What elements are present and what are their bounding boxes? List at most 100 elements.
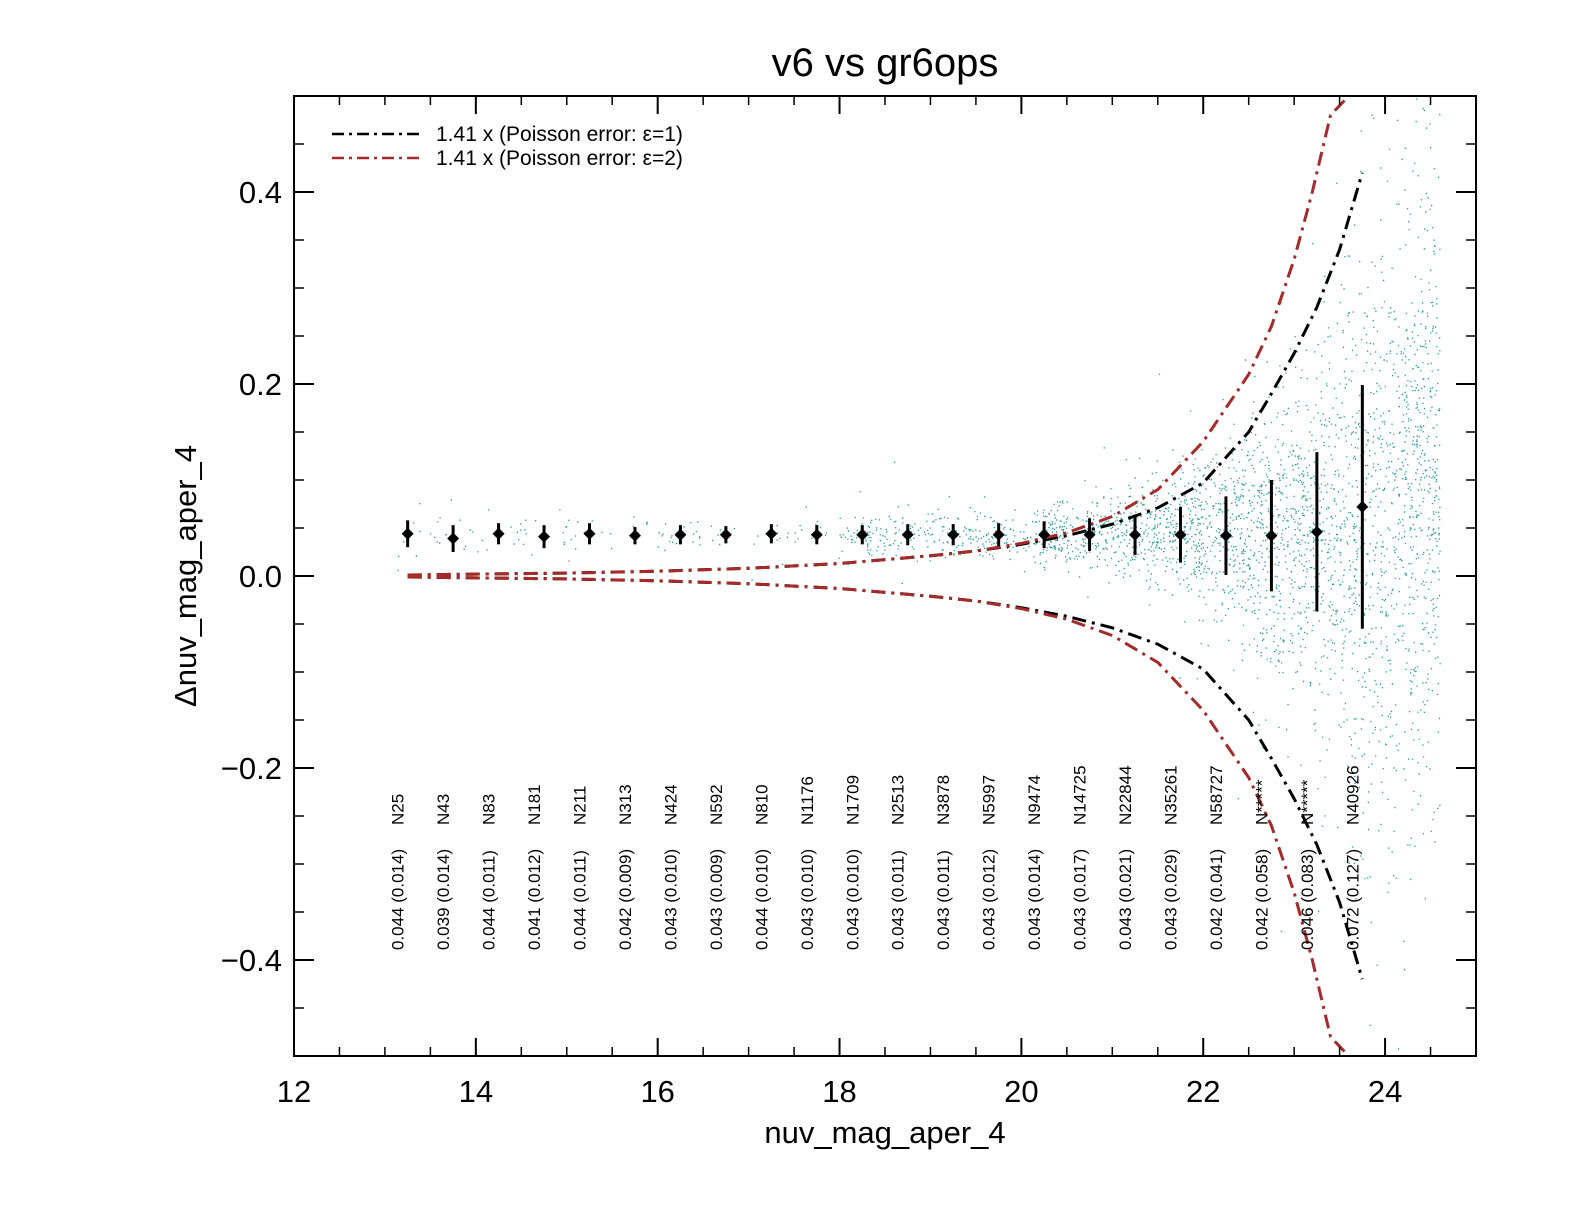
legend: 1.41 x (Poisson error: ε=1)1.41 x (Poiss… xyxy=(332,123,683,170)
y-axis-label: Δnuv_mag_aper_4 xyxy=(168,445,203,707)
diamond-marker xyxy=(1174,528,1187,541)
diamond-marker xyxy=(1038,528,1051,541)
bin-stat-label: 0.039 (0.014) xyxy=(434,849,453,950)
bin-stat-label: 0.043 (0.011) xyxy=(934,850,953,950)
bin-count-label: N1176 xyxy=(798,776,817,825)
diamond-marker xyxy=(583,527,596,540)
y-tick-label: −0.4 xyxy=(221,943,282,978)
bin-stat-label: 0.043 (0.010) xyxy=(843,849,862,950)
legend-label: 1.41 x (Poisson error: ε=1) xyxy=(436,123,683,146)
x-tick-label: 12 xyxy=(277,1074,311,1109)
binned-point xyxy=(538,525,551,549)
bin-stat-label: 0.042 (0.041) xyxy=(1207,849,1226,950)
diamond-marker xyxy=(810,528,823,541)
bin-stat-label: 0.043 (0.014) xyxy=(1025,849,1044,950)
binned-point xyxy=(674,525,687,545)
bin-stat-label: 0.043 (0.009) xyxy=(707,849,726,950)
diamond-marker xyxy=(1356,500,1369,513)
bin-stat-label: 0.044 (0.011) xyxy=(480,850,499,950)
bin-count-label: N5997 xyxy=(980,775,999,825)
diamond-marker xyxy=(447,532,460,545)
x-tick-label: 22 xyxy=(1186,1074,1220,1109)
x-tick-label: 14 xyxy=(459,1074,493,1109)
binned-points xyxy=(401,384,1369,629)
diamond-marker xyxy=(1310,525,1323,538)
binned-point xyxy=(1038,521,1051,549)
bin-stat-label: 0.044 (0.011) xyxy=(571,850,590,950)
bin-count-label: N181 xyxy=(525,784,544,825)
bin-count-label: N3878 xyxy=(934,775,953,825)
bin-count-label: N810 xyxy=(752,784,771,825)
y-tick-label: 0.0 xyxy=(239,559,282,594)
x-tick-label: 18 xyxy=(822,1074,856,1109)
binned-point xyxy=(1083,518,1096,552)
x-tick-label: 16 xyxy=(640,1074,674,1109)
diamond-marker xyxy=(538,530,551,543)
binned-point xyxy=(1310,452,1323,612)
bin-count-label: N211 xyxy=(571,786,590,825)
binned-point xyxy=(810,525,823,545)
diamond-marker xyxy=(1219,529,1232,542)
x-tick-label: 24 xyxy=(1368,1074,1402,1109)
diamond-marker xyxy=(992,528,1005,541)
y-tick-label: 0.2 xyxy=(239,367,282,402)
bin-stat-label: 0.043 (0.017) xyxy=(1071,849,1090,950)
legend-label: 1.41 x (Poisson error: ε=2) xyxy=(436,147,683,170)
binned-point xyxy=(1174,506,1187,563)
poisson-curve-1-lower xyxy=(407,575,1364,980)
chart-title: v6 vs gr6ops xyxy=(772,41,999,85)
poisson-curve-1-upper xyxy=(407,172,1364,577)
axes: 12 14 16 18 20 22 24 −0.4 −0.2 0.0 0.2 0.4 xyxy=(221,95,1477,1109)
bin-count-label: N43 xyxy=(434,794,453,825)
bin-count-label: N58727 xyxy=(1207,765,1226,825)
bin-stat-label: 0.043 (0.029) xyxy=(1162,849,1181,950)
binned-point xyxy=(447,525,460,552)
diamond-marker xyxy=(901,528,914,541)
y-tick-label: −0.2 xyxy=(221,751,282,786)
diamond-marker xyxy=(1083,528,1096,541)
diamond-marker xyxy=(628,529,641,542)
poisson-curves xyxy=(407,94,1364,1058)
bin-stat-label: 0.046 (0.083) xyxy=(1298,849,1317,950)
bin-stat-label: 0.044 (0.014) xyxy=(389,849,408,950)
bin-count-label: N25 xyxy=(389,794,408,825)
bin-stat-label: 0.072 (0.127) xyxy=(1343,849,1362,950)
bin-count-label: N***** xyxy=(1252,779,1271,825)
binned-point xyxy=(492,523,505,545)
bin-count-label: N2513 xyxy=(889,775,908,825)
binned-point xyxy=(719,526,732,544)
binned-point xyxy=(1265,480,1278,592)
binned-point xyxy=(583,523,596,545)
bin-count-label: N313 xyxy=(616,784,635,825)
bin-count-label: N40926 xyxy=(1343,765,1362,825)
bin-count-label: N9474 xyxy=(1025,775,1044,825)
binned-point xyxy=(992,523,1005,547)
bin-count-label: N1709 xyxy=(843,775,862,825)
diamond-marker xyxy=(492,527,505,540)
diamond-marker xyxy=(719,528,732,541)
diamond-marker xyxy=(401,527,414,540)
bin-stat-label: 0.043 (0.010) xyxy=(798,849,817,950)
binned-point xyxy=(901,524,914,546)
bin-stat-label: 0.042 (0.009) xyxy=(616,849,635,950)
binned-point xyxy=(1219,496,1232,576)
bin-count-label: N22844 xyxy=(1116,765,1135,825)
diamond-marker xyxy=(947,528,960,541)
binned-point xyxy=(1356,384,1369,629)
bin-stat-label: 0.043 (0.011) xyxy=(889,850,908,950)
binned-point xyxy=(628,527,641,545)
bin-count-label: N83 xyxy=(480,794,499,825)
bin-count-label: N592 xyxy=(707,784,726,825)
bin-stat-label: 0.042 (0.058) xyxy=(1252,849,1271,950)
bin-stat-label: 0.043 (0.010) xyxy=(661,849,680,950)
bin-stat-label: 0.043 (0.012) xyxy=(980,849,999,950)
diamond-marker xyxy=(765,527,778,540)
diamond-marker xyxy=(674,528,687,541)
binned-point xyxy=(856,525,869,545)
y-tick-label: 0.4 xyxy=(239,175,282,210)
bin-stat-label: 0.043 (0.021) xyxy=(1116,849,1135,950)
diamond-marker xyxy=(856,528,869,541)
bin-labels: 0.044 (0.014) N25 0.039 (0.014) N43 0.044 (0… xyxy=(389,765,1363,950)
bin-count-label: N14725 xyxy=(1071,765,1090,825)
